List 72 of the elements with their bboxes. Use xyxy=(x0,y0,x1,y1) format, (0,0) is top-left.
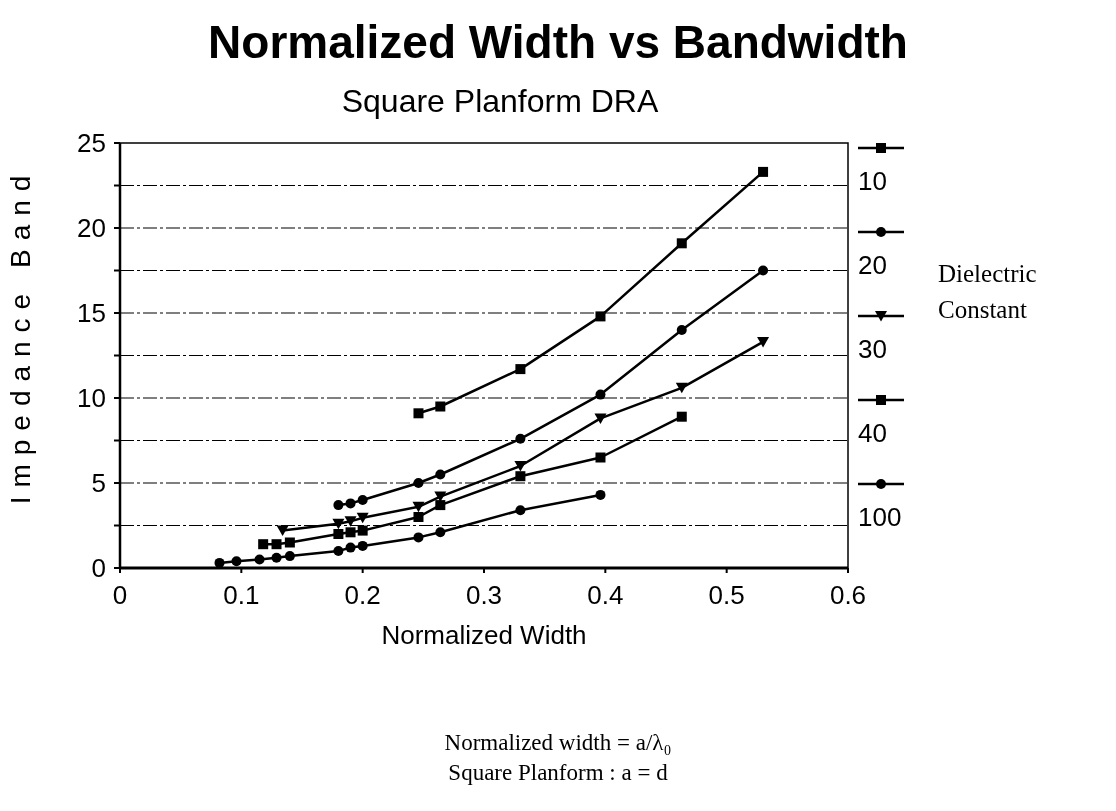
x-tick-label: 0.4 xyxy=(587,580,624,610)
point xyxy=(231,556,242,567)
point xyxy=(271,539,282,550)
point xyxy=(284,537,295,548)
point xyxy=(595,489,606,500)
point xyxy=(214,557,225,568)
point xyxy=(412,501,425,513)
point xyxy=(676,325,687,335)
point xyxy=(356,512,369,524)
point xyxy=(413,512,424,522)
x-axis-title: Normalized Width xyxy=(381,620,587,650)
y-tick-label: 5 xyxy=(91,468,106,499)
legend-label: 30 xyxy=(858,334,887,364)
chart-title: Normalized Width vs Bandwidth xyxy=(208,16,908,68)
point xyxy=(675,382,688,394)
legend-label: 100 xyxy=(858,502,902,532)
point xyxy=(413,408,424,419)
y-tick-label: 20 xyxy=(77,213,106,244)
point xyxy=(594,413,607,424)
point xyxy=(435,500,446,511)
point xyxy=(514,461,527,472)
y-axis-title: Impedance Band xyxy=(5,166,36,505)
point xyxy=(357,525,368,536)
point xyxy=(515,505,526,516)
point xyxy=(435,469,446,480)
legend-label: 10 xyxy=(858,166,887,196)
point xyxy=(758,265,769,276)
text: Square Planform : a = d xyxy=(448,760,669,785)
point xyxy=(333,546,344,556)
y-tick-label: 25 xyxy=(77,128,106,159)
legend-label: 40 xyxy=(858,418,887,448)
point xyxy=(271,552,282,563)
point xyxy=(357,495,368,505)
point xyxy=(276,525,289,537)
point xyxy=(333,529,344,539)
point xyxy=(344,516,357,527)
point xyxy=(333,500,344,511)
x-tick-label: 0.3 xyxy=(465,580,503,610)
point xyxy=(254,554,265,565)
point xyxy=(676,238,687,249)
point xyxy=(435,401,446,412)
y-tick-label: 0 xyxy=(91,553,106,584)
point xyxy=(757,336,770,348)
x-tick-label: 0.5 xyxy=(708,580,745,610)
x-tick-label: 0.2 xyxy=(344,580,381,610)
point xyxy=(345,542,356,553)
point xyxy=(435,527,446,538)
point xyxy=(595,311,606,322)
point xyxy=(332,518,345,530)
point xyxy=(413,478,424,488)
y-tick-label: 10 xyxy=(77,383,106,414)
chart-subtitle: Square Planform DRA xyxy=(341,83,659,119)
point xyxy=(515,471,526,482)
point xyxy=(258,539,269,550)
point xyxy=(413,532,424,543)
legend-title: Dielectric Constant xyxy=(938,260,1037,323)
point xyxy=(595,452,606,463)
legend-label: 20 xyxy=(858,250,887,280)
point xyxy=(515,433,526,444)
point xyxy=(357,540,368,551)
point xyxy=(345,527,356,538)
x-tick-label: 0 xyxy=(112,580,128,610)
y-tick-label: 15 xyxy=(77,298,106,329)
point xyxy=(758,166,769,177)
point xyxy=(284,551,295,562)
point xyxy=(595,389,606,400)
point xyxy=(345,498,356,509)
point xyxy=(515,364,526,375)
x-tick-label: 0.6 xyxy=(829,580,867,610)
x-tick-label: 0.1 xyxy=(223,580,260,610)
text: Normalized width = a/λ₀ xyxy=(444,730,672,755)
point xyxy=(676,411,687,422)
